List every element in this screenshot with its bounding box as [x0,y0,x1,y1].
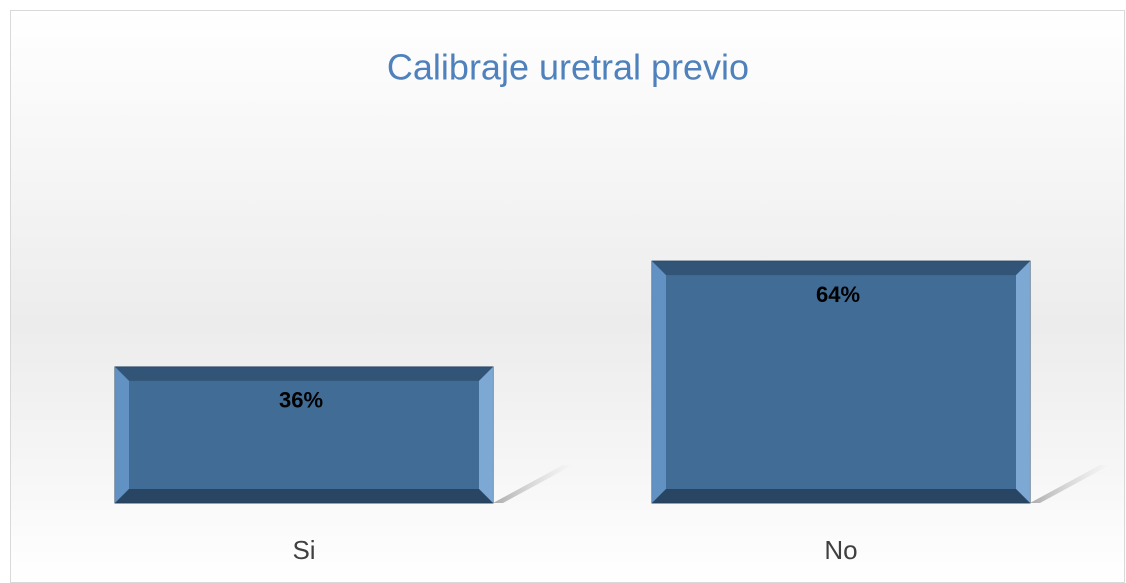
bar-bevel [115,489,493,503]
chart-title: Calibraje uretral previo [387,47,749,88]
data-label: 36% [279,388,323,413]
bar-bevel [652,261,1030,276]
bar-face [129,380,479,489]
bar-shadow [493,465,573,503]
bar-bevel [1016,261,1030,503]
bar-bevel [479,366,493,503]
bar-bevel [115,366,493,381]
bar-shadow [1030,465,1110,503]
bar-bevel [115,366,129,503]
x-tick-label: Si [292,535,315,565]
x-tick-label: No [824,535,857,565]
data-label: 64% [816,282,860,307]
bar-face [666,275,1016,489]
bar-bevel [652,489,1030,503]
bar-bevel [652,261,666,503]
